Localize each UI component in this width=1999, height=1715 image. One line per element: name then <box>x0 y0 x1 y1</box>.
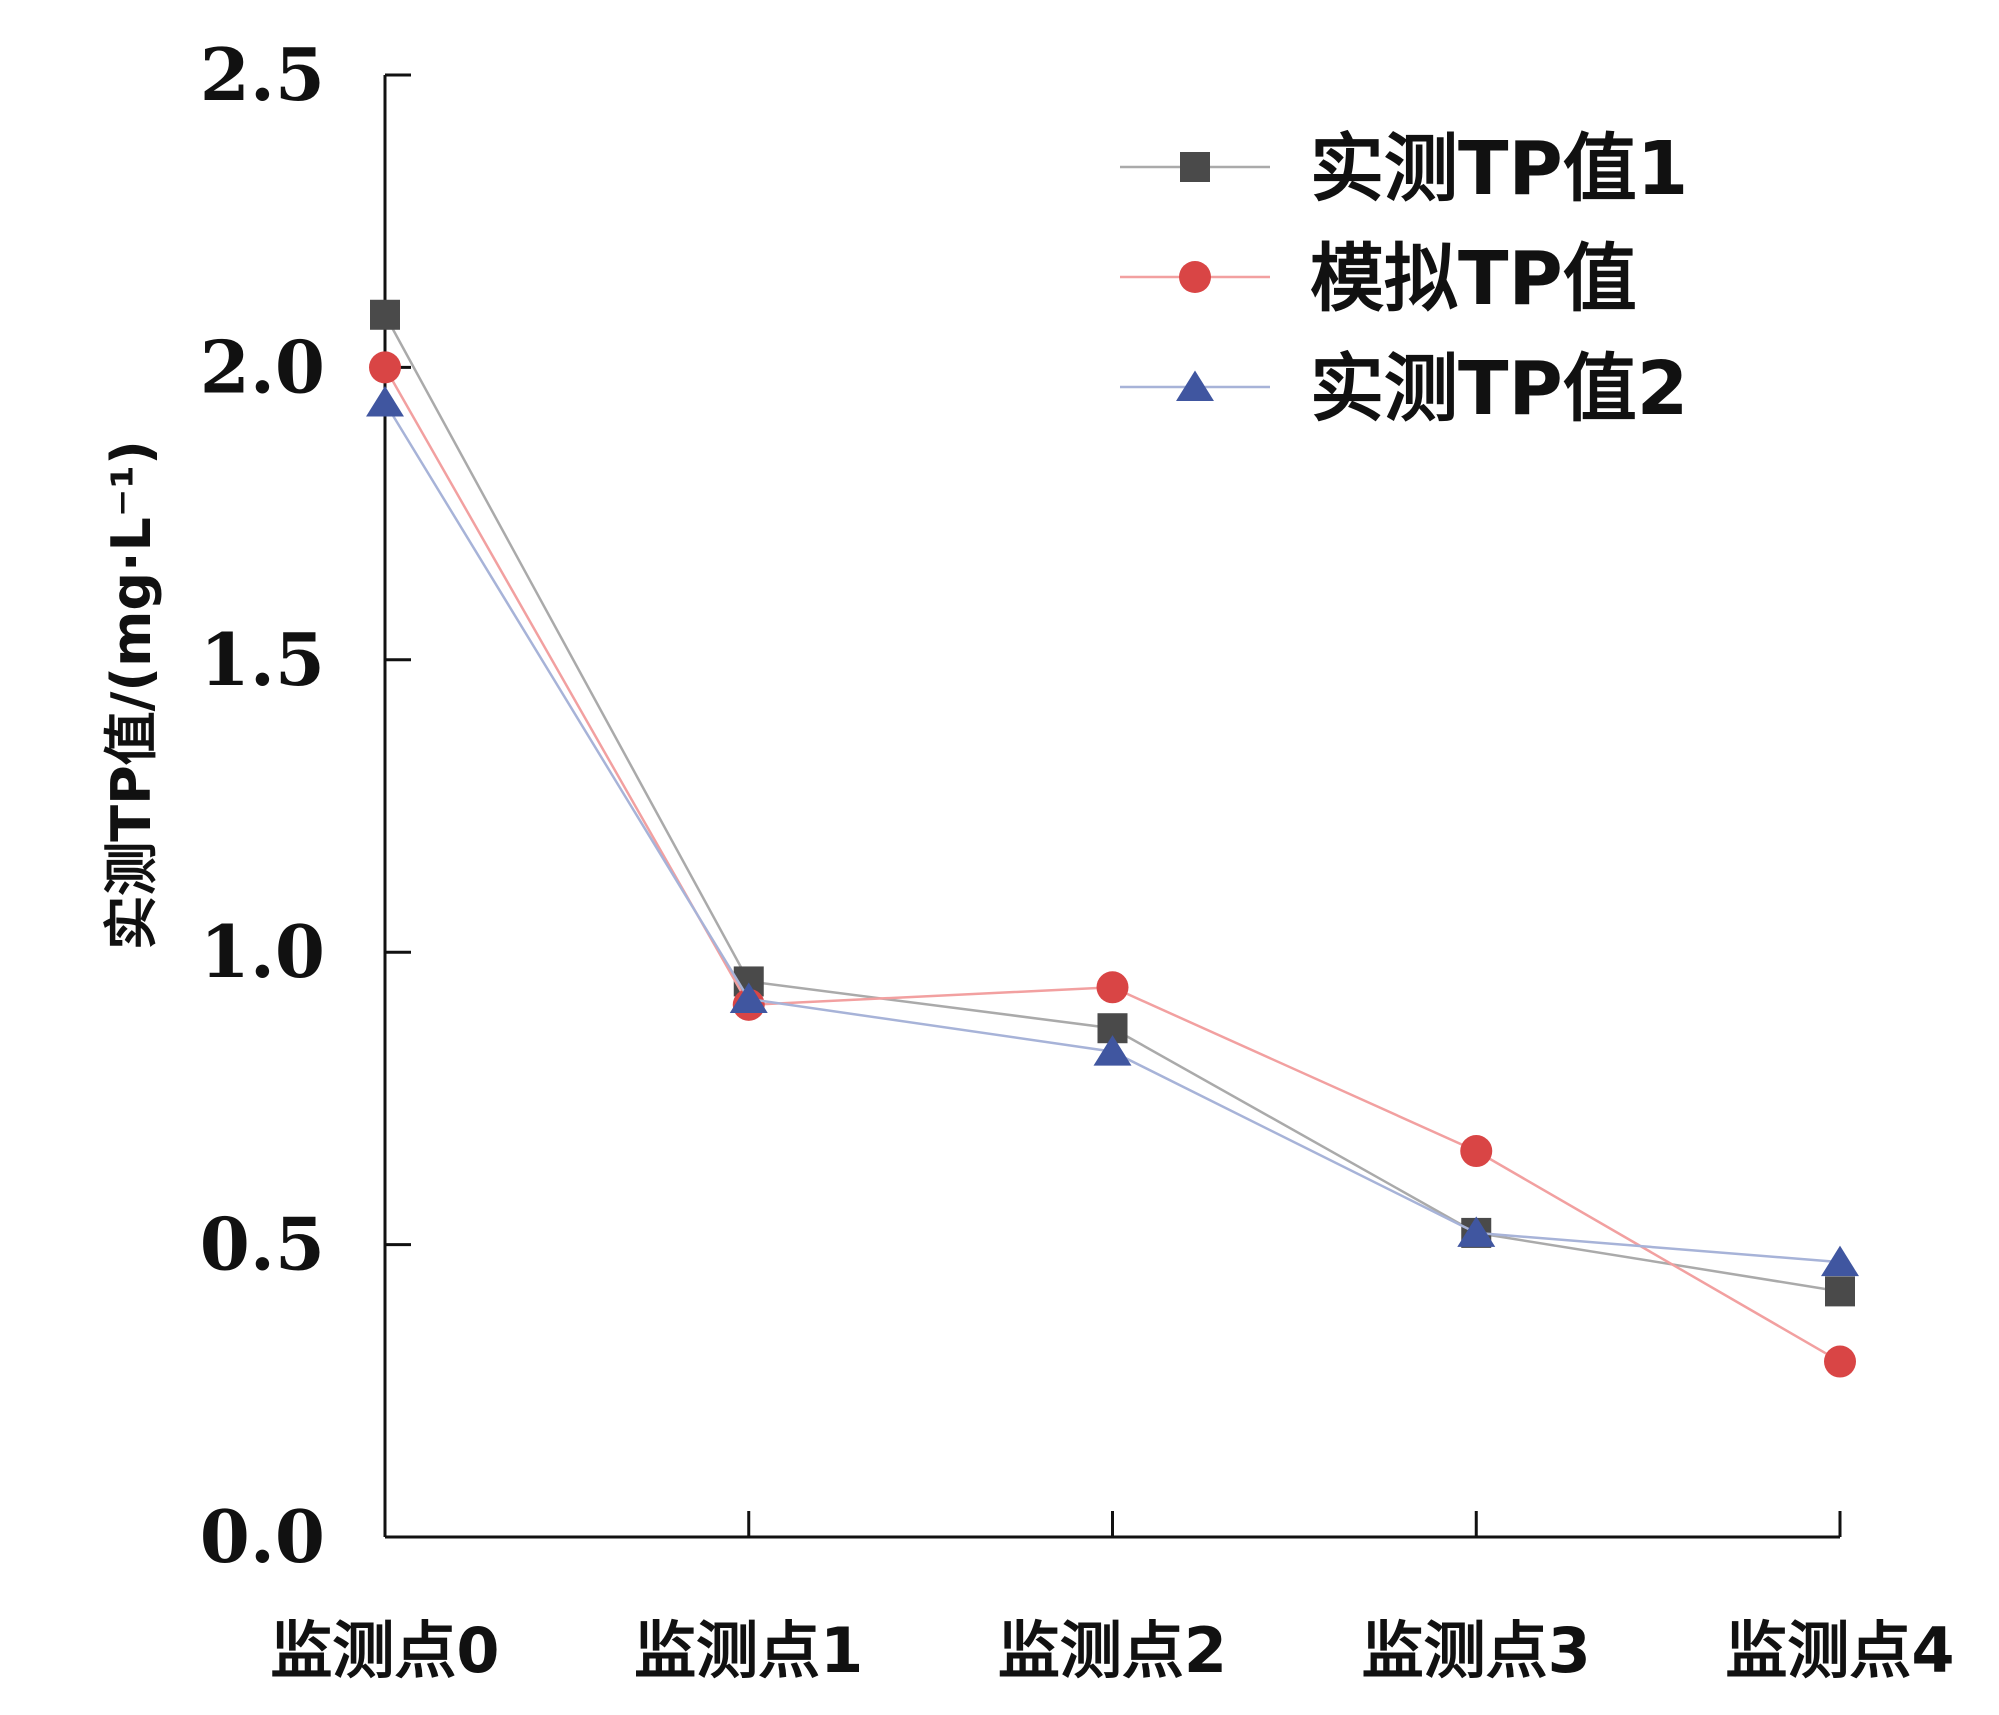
x-tick-label: 监测点0 <box>270 1614 499 1687</box>
legend-entry: 实测TP值2 <box>1120 346 1688 432</box>
legend-label: 实测TP值2 <box>1310 346 1688 432</box>
y-tick-label: 1.0 <box>200 909 325 994</box>
data-point <box>1824 1345 1856 1378</box>
data-point <box>1460 1135 1493 1168</box>
y-axis-label: 实测TP值/(mg·L⁻¹) <box>100 440 163 950</box>
legend-entry: 模拟TP值 <box>1120 236 1637 322</box>
x-tick-label: 监测点2 <box>998 1614 1227 1687</box>
data-point <box>729 982 768 1014</box>
data-point <box>1821 1245 1859 1277</box>
legend-marker <box>1180 152 1210 182</box>
data-point <box>1457 1216 1496 1247</box>
x-tick-label: 监测点1 <box>634 1614 863 1687</box>
x-tick-label: 监测点4 <box>1725 1614 1954 1687</box>
series-layer <box>366 299 1859 1378</box>
x-tick-label: 监测点3 <box>1362 1614 1591 1687</box>
data-point <box>1093 1035 1132 1066</box>
series-2 <box>366 385 1859 1277</box>
y-tick-label: 0.0 <box>200 1494 325 1579</box>
series-0 <box>370 299 1855 1307</box>
series-line <box>383 366 1841 1363</box>
series-line <box>383 314 1841 1293</box>
legend-entry: 实测TP值1 <box>1120 126 1688 212</box>
series-1 <box>369 351 1856 1378</box>
y-tick-label: 2.5 <box>200 32 325 117</box>
legend-label: 模拟TP值 <box>1310 236 1637 322</box>
axes: 0.0 0.5 1.0 1.5 2.0 2.5 监测点0 监测点1 监测点2 监测点3 监测点4 <box>200 32 1955 1687</box>
data-point <box>1096 971 1129 1004</box>
y-tick-label: 2.0 <box>200 324 325 409</box>
legend-label: 实测TP值1 <box>1310 126 1688 212</box>
data-point <box>369 351 401 384</box>
series-line <box>383 401 1841 1264</box>
y-tick-label: 1.5 <box>200 617 325 702</box>
data-point <box>366 385 404 417</box>
data-point <box>1825 1276 1855 1307</box>
legend-marker <box>1179 261 1211 293</box>
data-point <box>370 299 400 330</box>
y-tick-label: 0.5 <box>200 1202 325 1287</box>
legend-marker <box>1176 370 1214 402</box>
